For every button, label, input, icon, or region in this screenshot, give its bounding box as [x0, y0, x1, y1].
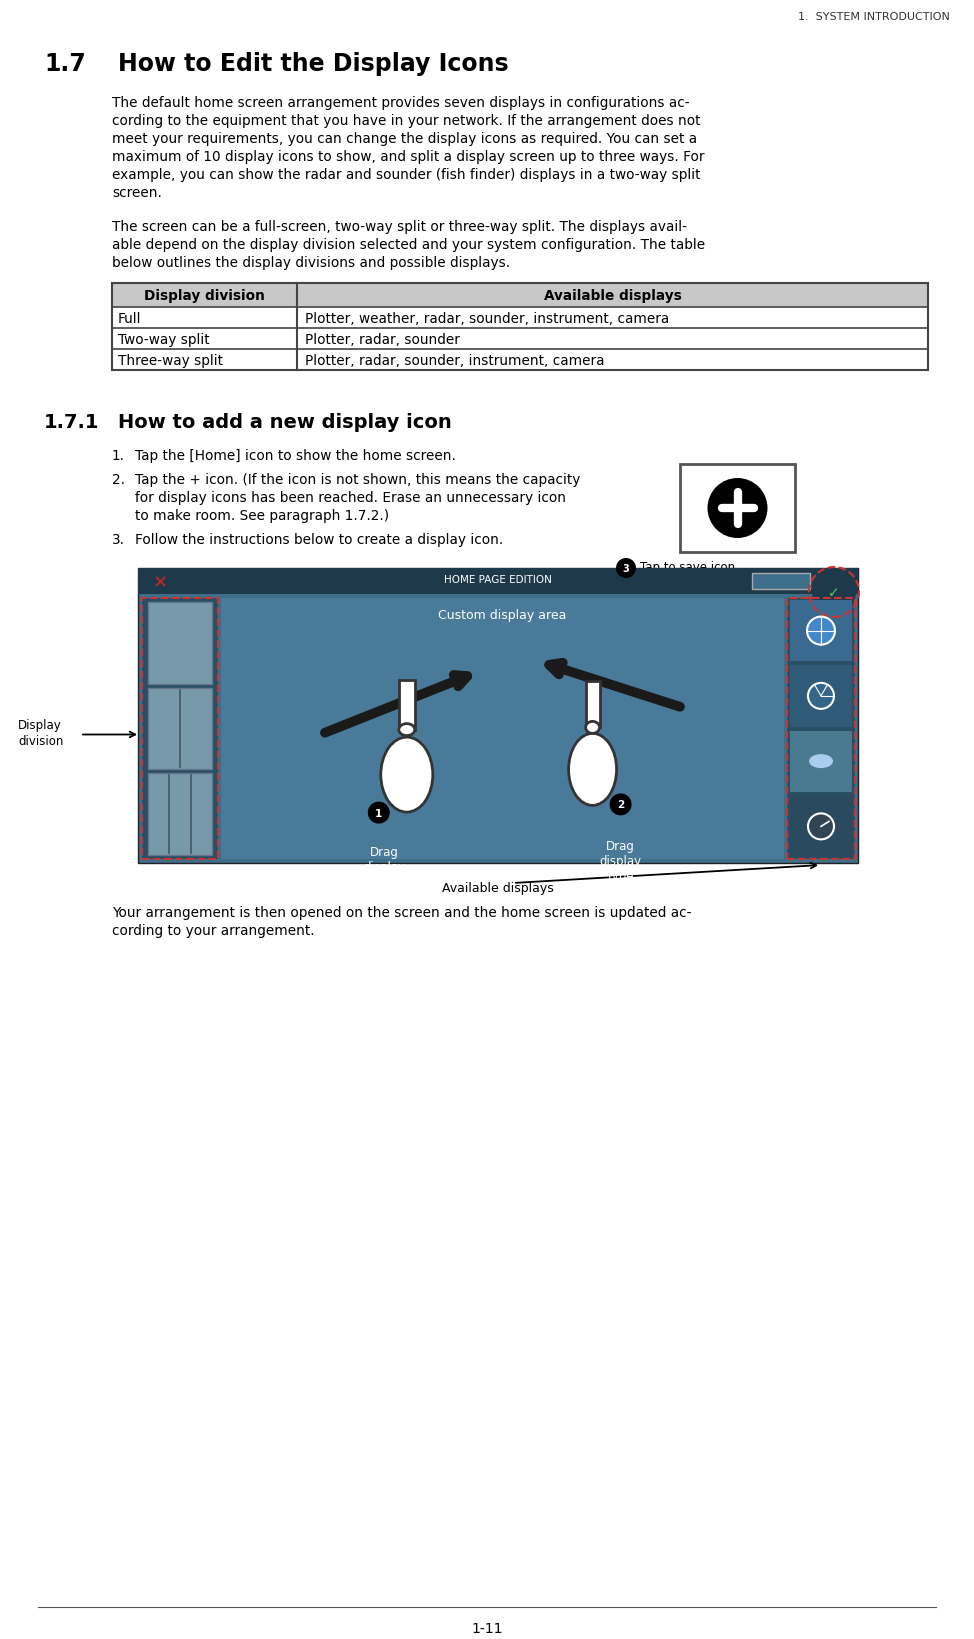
Circle shape — [807, 618, 835, 646]
Text: Tap to save icon.: Tap to save icon. — [640, 561, 739, 574]
Ellipse shape — [398, 724, 415, 736]
Text: 1-11: 1-11 — [471, 1621, 503, 1636]
Circle shape — [616, 559, 636, 579]
Circle shape — [808, 815, 834, 839]
Text: able depend on the display division selected and your system configuration. The : able depend on the display division sele… — [112, 238, 705, 252]
Bar — [112, 284, 928, 308]
Circle shape — [368, 801, 390, 824]
Text: Available displays: Available displays — [442, 882, 554, 895]
Ellipse shape — [569, 734, 617, 806]
Bar — [787, 598, 855, 859]
Text: meet your requirements, you can change the display icons as required. You can se: meet your requirements, you can change t… — [112, 131, 697, 146]
Bar — [790, 731, 852, 792]
Text: Reset All: Reset All — [760, 575, 803, 585]
Text: 3.: 3. — [112, 533, 125, 547]
Text: 1.  SYSTEM INTRODUCTION: 1. SYSTEM INTRODUCTION — [798, 11, 950, 21]
Text: below outlines the display divisions and possible displays.: below outlines the display divisions and… — [112, 256, 510, 270]
Text: for display icons has been reached. Erase an unnecessary icon: for display icons has been reached. Eras… — [135, 490, 566, 505]
Bar — [680, 465, 795, 552]
Text: cording to your arrangement.: cording to your arrangement. — [112, 923, 315, 938]
Text: Drag
display
division: Drag display division — [362, 846, 407, 888]
Bar — [112, 284, 928, 370]
Text: ✕: ✕ — [153, 574, 168, 592]
Bar — [752, 574, 810, 590]
Text: How to Edit the Display Icons: How to Edit the Display Icons — [118, 52, 508, 75]
Ellipse shape — [381, 738, 432, 813]
Text: Follow the instructions below to create a display icon.: Follow the instructions below to create … — [135, 533, 504, 547]
Bar — [138, 569, 858, 595]
Text: ✓: ✓ — [828, 585, 840, 600]
Bar — [148, 774, 212, 856]
Ellipse shape — [809, 754, 833, 769]
Text: 1.: 1. — [112, 449, 125, 462]
Text: Tap the + icon. (If the icon is not shown, this means the capacity: Tap the + icon. (If the icon is not show… — [135, 472, 581, 487]
Text: Custom display area: Custom display area — [438, 608, 567, 621]
Text: screen.: screen. — [112, 185, 162, 200]
Text: The default home screen arrangement provides seven displays in configurations ac: The default home screen arrangement prov… — [112, 97, 690, 110]
Circle shape — [610, 793, 631, 816]
Bar — [787, 598, 855, 859]
Text: 1.7: 1.7 — [44, 52, 86, 75]
Text: 1: 1 — [375, 808, 383, 818]
Bar — [790, 600, 852, 662]
Text: Drag
display
type: Drag display type — [600, 839, 642, 883]
Text: HOME PAGE EDITION: HOME PAGE EDITION — [444, 575, 552, 585]
Bar — [585, 682, 600, 728]
Text: Display division: Display division — [144, 288, 265, 303]
Bar — [148, 688, 212, 770]
Bar — [138, 569, 858, 864]
Text: cording to the equipment that you have in your network. If the arrangement does : cording to the equipment that you have i… — [112, 115, 700, 128]
Text: Full: Full — [118, 311, 141, 326]
Bar — [142, 598, 218, 859]
Text: Plotter, weather, radar, sounder, instrument, camera: Plotter, weather, radar, sounder, instru… — [305, 311, 669, 326]
Bar — [148, 603, 212, 683]
Text: example, you can show the radar and sounder (fish finder) displays in a two-way : example, you can show the radar and soun… — [112, 167, 700, 182]
Bar — [398, 680, 415, 729]
Ellipse shape — [585, 721, 600, 734]
Text: The screen can be a full-screen, two-way split or three-way split. The displays : The screen can be a full-screen, two-way… — [112, 220, 687, 234]
Text: 1.7.1: 1.7.1 — [44, 413, 99, 431]
Text: Plotter, radar, sounder, instrument, camera: Plotter, radar, sounder, instrument, cam… — [305, 354, 605, 367]
Text: maximum of 10 display icons to show, and split a display screen up to three ways: maximum of 10 display icons to show, and… — [112, 149, 704, 164]
Text: 2.: 2. — [112, 472, 125, 487]
Text: Your arrangement is then opened on the screen and the home screen is updated ac-: Your arrangement is then opened on the s… — [112, 905, 692, 919]
Text: Three-way split: Three-way split — [118, 354, 223, 367]
Text: 2: 2 — [617, 800, 624, 810]
Text: to make room. See paragraph 1.7.2.): to make room. See paragraph 1.7.2.) — [135, 508, 390, 523]
Circle shape — [812, 570, 856, 615]
Text: Plotter, radar, sounder: Plotter, radar, sounder — [305, 333, 460, 347]
Text: Available displays: Available displays — [543, 288, 682, 303]
Text: 3: 3 — [622, 564, 629, 574]
Circle shape — [808, 683, 834, 710]
Text: Two-way split: Two-way split — [118, 333, 209, 347]
Text: Tap the [Home] icon to show the home screen.: Tap the [Home] icon to show the home scr… — [135, 449, 456, 462]
Bar — [221, 598, 784, 859]
Circle shape — [707, 479, 768, 539]
Text: Display
division: Display division — [18, 720, 63, 747]
Text: How to add a new display icon: How to add a new display icon — [118, 413, 452, 431]
Bar — [142, 598, 218, 859]
Bar — [790, 797, 852, 857]
Bar — [790, 665, 852, 728]
